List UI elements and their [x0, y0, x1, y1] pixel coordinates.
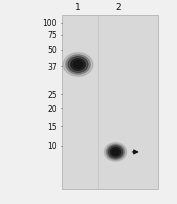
Ellipse shape — [112, 149, 119, 155]
Ellipse shape — [66, 55, 90, 75]
Ellipse shape — [73, 61, 83, 69]
FancyBboxPatch shape — [62, 16, 158, 189]
Text: 1: 1 — [75, 3, 81, 12]
Ellipse shape — [104, 143, 127, 161]
Text: 25: 25 — [47, 90, 57, 99]
Text: 15: 15 — [47, 122, 57, 131]
Ellipse shape — [108, 146, 123, 159]
Text: 20: 20 — [47, 104, 57, 113]
Ellipse shape — [106, 145, 125, 160]
Text: 2: 2 — [115, 3, 121, 12]
Text: 75: 75 — [47, 31, 57, 40]
Text: 50: 50 — [47, 46, 57, 55]
Ellipse shape — [71, 59, 85, 71]
Ellipse shape — [68, 57, 88, 73]
Text: 10: 10 — [47, 142, 57, 151]
Text: 100: 100 — [43, 19, 57, 28]
Ellipse shape — [110, 147, 121, 157]
Text: 37: 37 — [47, 63, 57, 72]
Ellipse shape — [63, 53, 93, 77]
